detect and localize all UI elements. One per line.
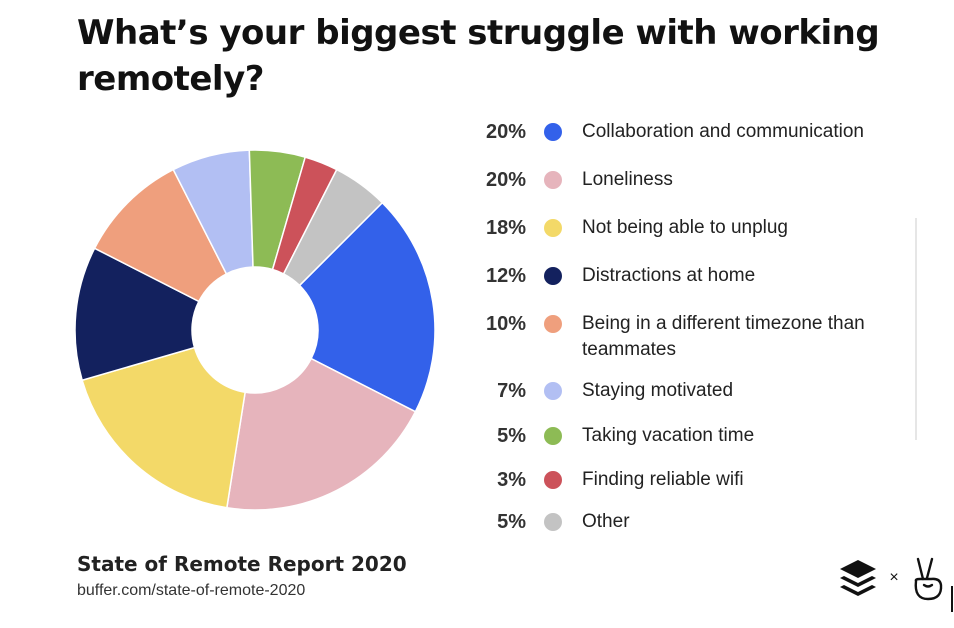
legend-swatch bbox=[544, 219, 562, 237]
legend-label: Taking vacation time bbox=[582, 425, 755, 446]
legend-percent: 3% bbox=[497, 469, 526, 491]
legend-label: Not being able to unplug bbox=[582, 217, 788, 238]
pie-slice-2 bbox=[225, 357, 417, 511]
legend-percent: 18% bbox=[485, 217, 526, 239]
legend-label: Finding reliable wifi bbox=[582, 469, 744, 490]
pie-slice-5 bbox=[93, 168, 228, 303]
legend-label: Being in a different timezone than teamm… bbox=[582, 313, 865, 360]
legend-swatch bbox=[544, 171, 562, 189]
text-cursor bbox=[951, 586, 953, 612]
buffer-layers-icon bbox=[840, 560, 876, 596]
legend-percent: 5% bbox=[497, 425, 526, 447]
legend-percent: 20% bbox=[485, 169, 526, 191]
peace-hand-icon bbox=[914, 557, 943, 601]
legend-label: Loneliness bbox=[582, 169, 673, 190]
legend-swatch bbox=[544, 382, 562, 400]
legend-swatch bbox=[544, 267, 562, 285]
chart-title: What’s your biggest struggle with workin… bbox=[77, 13, 880, 99]
legend-label: Distractions at home bbox=[582, 265, 756, 286]
legend-percent: 7% bbox=[497, 380, 526, 402]
pie-slice-3 bbox=[81, 346, 247, 509]
brand-separator: × bbox=[889, 569, 898, 586]
legend-percent: 10% bbox=[485, 313, 526, 335]
legend-swatch bbox=[544, 123, 562, 141]
legend-swatch bbox=[544, 315, 562, 333]
legend-percent: 12% bbox=[485, 265, 526, 287]
donut-chart bbox=[74, 149, 436, 511]
legend-swatch bbox=[544, 471, 562, 489]
pie-slice-4 bbox=[74, 247, 200, 382]
legend-label: Collaboration and communication bbox=[582, 121, 864, 142]
legend-percent: 5% bbox=[497, 511, 526, 533]
pie-slice-1 bbox=[298, 201, 436, 413]
legend-divider bbox=[915, 218, 917, 440]
brand-logos: × bbox=[840, 557, 943, 601]
report-name: State of Remote Report 2020 bbox=[77, 552, 407, 576]
legend-percent: 20% bbox=[485, 121, 526, 143]
legend-swatch bbox=[544, 427, 562, 445]
chart-legend: 20% Collaboration and communication 20% Lon… bbox=[460, 0, 940, 628]
legend-label: Staying motivated bbox=[582, 380, 734, 401]
legend-swatch bbox=[544, 513, 562, 531]
pie-slice-9 bbox=[282, 168, 384, 287]
report-url: buffer.com/state-of-remote-2020 bbox=[77, 582, 306, 599]
legend-label: Other bbox=[582, 511, 630, 532]
